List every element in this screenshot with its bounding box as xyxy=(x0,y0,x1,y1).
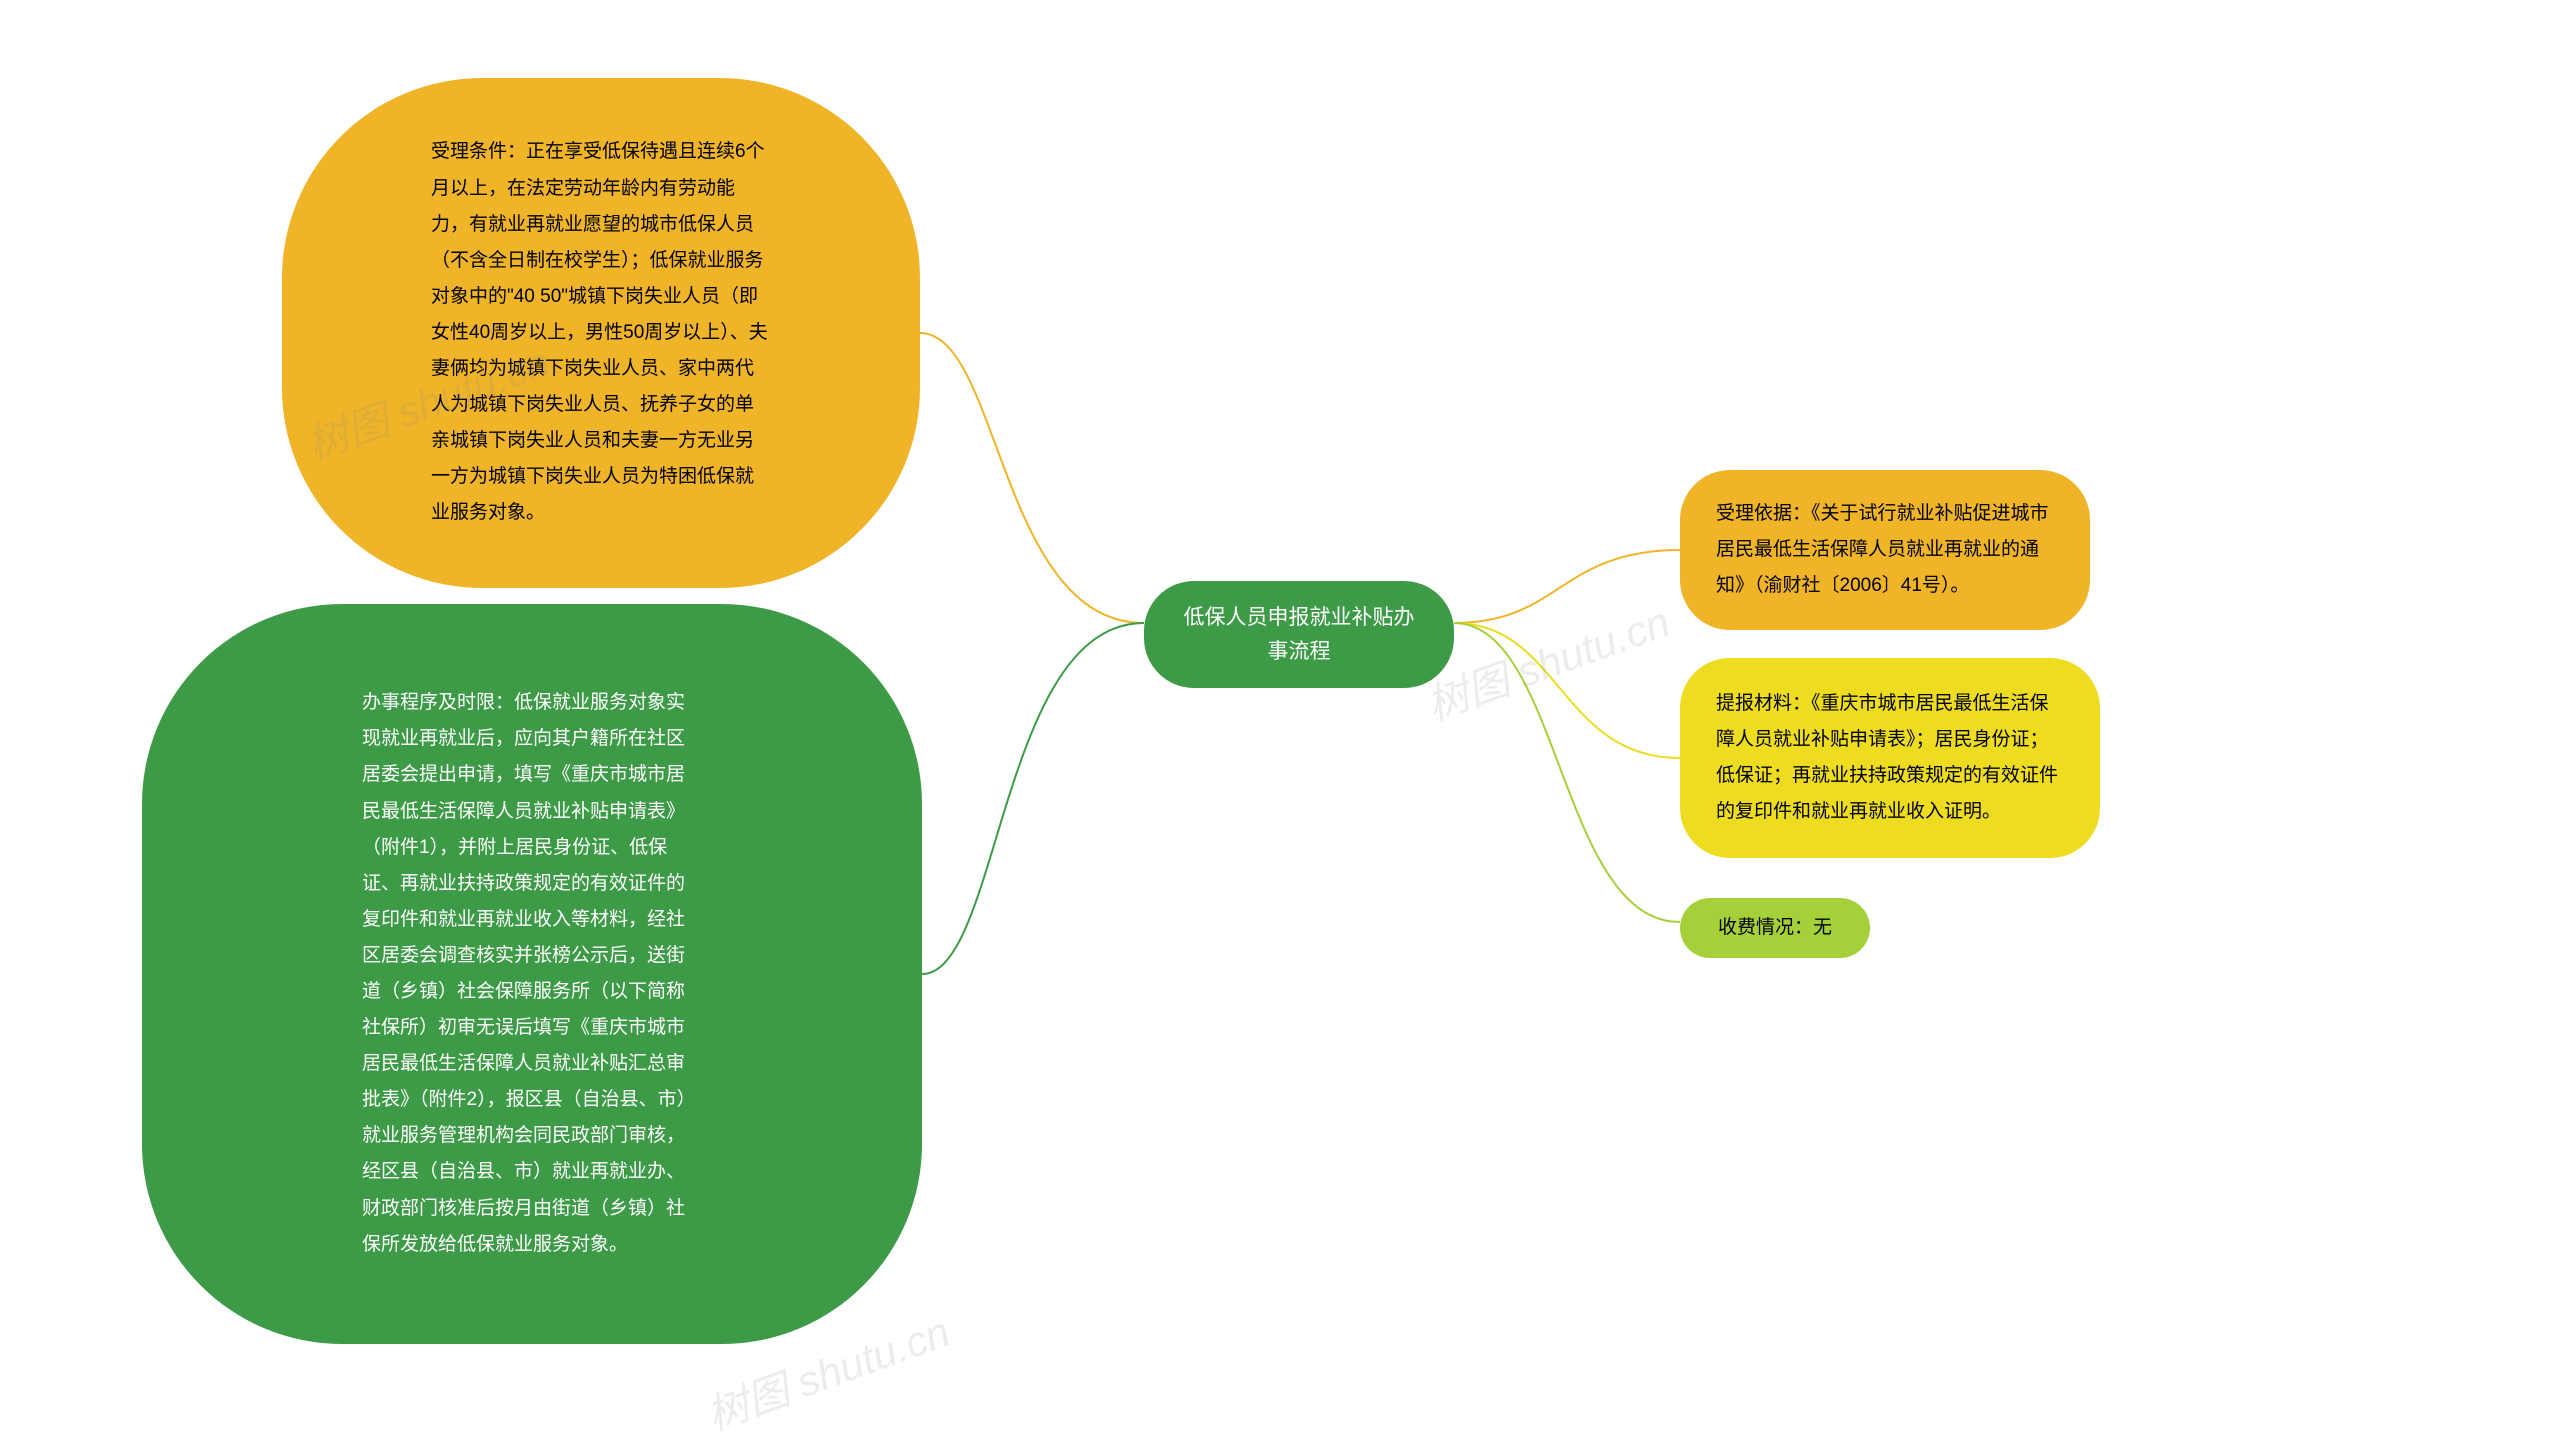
connector xyxy=(1454,550,1680,623)
node-procedure[interactable]: 办事程序及时限：低保就业服务对象实现就业再就业后，应向其户籍所在社区居委会提出申… xyxy=(142,604,922,1344)
connector xyxy=(922,623,1144,974)
node-fee-text: 收费情况：无 xyxy=(1718,910,1832,946)
root-node[interactable]: 低保人员申报就业补贴办事流程 xyxy=(1144,581,1454,688)
node-basis-text: 受理依据：《关于试行就业补贴促进城市居民最低生活保障人员就业再就业的通知》（渝财… xyxy=(1716,496,2054,604)
connector xyxy=(1454,623,1680,758)
watermark: 树图 shutu.cn xyxy=(1417,588,1677,732)
node-conditions-text: 受理条件：正在享受低保待遇且连续6个月以上，在法定劳动年龄内有劳动能力，有就业再… xyxy=(431,134,771,531)
node-basis[interactable]: 受理依据：《关于试行就业补贴促进城市居民最低生活保障人员就业再就业的通知》（渝财… xyxy=(1680,470,2090,630)
node-conditions[interactable]: 受理条件：正在享受低保待遇且连续6个月以上，在法定劳动年龄内有劳动能力，有就业再… xyxy=(282,78,920,588)
connector xyxy=(1454,623,1680,922)
node-materials-text: 提报材料：《重庆市城市居民最低生活保障人员就业补贴申请表》；居民身份证；低保证；… xyxy=(1716,686,2064,830)
node-procedure-text: 办事程序及时限：低保就业服务对象实现就业再就业后，应向其户籍所在社区居委会提出申… xyxy=(362,685,702,1263)
node-fee[interactable]: 收费情况：无 xyxy=(1680,898,1870,958)
node-materials[interactable]: 提报材料：《重庆市城市居民最低生活保障人员就业补贴申请表》；居民身份证；低保证；… xyxy=(1680,658,2100,858)
connector xyxy=(920,333,1144,623)
